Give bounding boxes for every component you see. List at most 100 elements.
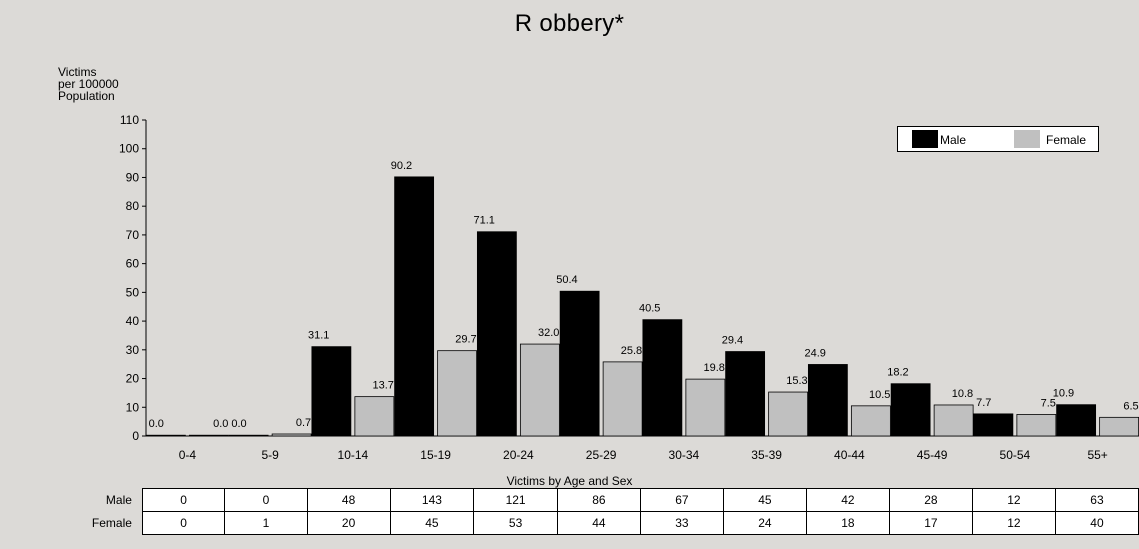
table-cell: 12 — [971, 511, 1056, 535]
data-label-male: 18.2 — [887, 367, 908, 379]
y-tick-label: 100 — [119, 142, 139, 156]
y-axis-label: Victims per 100000 Population — [58, 66, 178, 102]
table-row: Female 0 1 20 45 53 44 33 24 18 17 12 40 — [60, 511, 1139, 535]
table-cell: 53 — [473, 511, 558, 535]
data-label-male: 31.1 — [308, 330, 329, 342]
data-label-female: 7.5 — [1041, 397, 1056, 409]
bar-female — [933, 404, 974, 437]
y-tick-label: 30 — [126, 343, 140, 357]
y-tick-label: 90 — [126, 170, 140, 184]
table-cell: 42 — [805, 488, 890, 512]
bar-male — [890, 383, 931, 437]
bar-female — [271, 433, 312, 437]
y-tick-label: 60 — [126, 257, 140, 271]
bar-female — [1099, 416, 1139, 437]
data-label-female: 0.0 — [213, 418, 228, 430]
bar-female — [768, 391, 809, 437]
table-cell: 0 — [224, 488, 308, 512]
chart-title: R obbery* — [514, 10, 625, 37]
table-cell: 45 — [389, 511, 475, 535]
x-tick-label: 10-14 — [338, 448, 369, 462]
x-tick-label: 45-49 — [917, 448, 948, 462]
table-row-label: Male — [105, 493, 132, 507]
y-axis-label-line-3: Population — [58, 89, 115, 103]
data-label-female: 0.7 — [296, 417, 311, 429]
data-label-male: 0.0 — [231, 418, 246, 430]
table-row: Male 0 0 48 143 121 86 67 45 42 28 12 63 — [60, 488, 1139, 512]
x-tick-label: 15-19 — [420, 448, 451, 462]
table-cell: 28 — [888, 488, 973, 512]
table-cell: 67 — [639, 488, 724, 512]
data-label-male: 50.4 — [556, 274, 577, 286]
x-tick-label: 0-4 — [179, 448, 197, 462]
data-label-male: 0.0 — [149, 418, 164, 430]
data-table: Male 0 0 48 143 121 86 67 45 42 28 12 63 Female 0 1 20 45… — [60, 488, 1139, 535]
table-cell: 0 — [141, 488, 226, 512]
data-label-male: 10.9 — [1053, 388, 1074, 400]
data-label-female: 10.8 — [952, 388, 973, 400]
bar-female — [188, 434, 229, 437]
table-row-label: Female — [91, 516, 132, 530]
legend-label-female: Female — [1046, 133, 1087, 147]
bar-male — [394, 176, 435, 437]
data-label-female: 32.0 — [538, 327, 559, 339]
bar-male — [476, 231, 517, 437]
table-cell: 20 — [306, 511, 391, 535]
data-label-male: 90.2 — [391, 160, 412, 172]
table-cell: 121 — [473, 488, 558, 512]
y-axis-label-line-1: Victims — [58, 65, 97, 79]
data-label-female: 29.7 — [455, 334, 476, 346]
x-tick-label: 20-24 — [503, 448, 534, 462]
data-label-female: 6.5 — [1123, 400, 1138, 412]
bar-male — [311, 346, 352, 437]
table-cell: 24 — [722, 511, 807, 535]
data-label-female: 13.7 — [372, 380, 393, 392]
bar-male — [973, 413, 1014, 437]
data-label-female: 25.8 — [621, 345, 642, 357]
data-label-male: 40.5 — [639, 303, 660, 315]
table-cell: 12 — [971, 488, 1056, 512]
bar-male — [725, 351, 766, 437]
y-tick-label: 70 — [126, 228, 140, 242]
data-label-male: 24.9 — [804, 347, 825, 359]
y-tick-label: 10 — [126, 400, 140, 414]
x-tick-label: 40-44 — [834, 448, 865, 462]
x-tick-label: 50-54 — [1000, 448, 1031, 462]
table-cell: 0 — [141, 511, 226, 535]
table-cell: 63 — [1054, 488, 1139, 512]
x-tick-label: 35-39 — [751, 448, 782, 462]
legend-swatch-female — [1014, 130, 1040, 148]
bar-male — [807, 364, 848, 437]
table-cell: 44 — [556, 511, 641, 535]
bar-female — [354, 396, 395, 437]
table-cell: 48 — [306, 488, 391, 512]
bar-female — [519, 343, 560, 437]
data-label-female: 15.3 — [786, 375, 807, 387]
y-tick-label: 0 — [132, 429, 139, 443]
bar-female — [437, 350, 478, 437]
table-cell: 18 — [805, 511, 890, 535]
table-cell: 33 — [639, 511, 724, 535]
y-tick-label: 110 — [120, 113, 139, 127]
bar-female — [685, 378, 726, 437]
data-label-female: 19.8 — [703, 362, 724, 374]
y-tick-label: 50 — [126, 285, 140, 299]
legend-swatch-male — [912, 130, 938, 148]
bar-male — [559, 290, 600, 437]
chart-legend: Male Female — [897, 126, 1099, 152]
table-cell: 17 — [888, 511, 973, 535]
bar-male — [642, 319, 683, 437]
x-tick-label: 25-29 — [586, 448, 617, 462]
table-cell: 1 — [224, 511, 308, 535]
table-cell: 143 — [389, 488, 475, 512]
x-tick-label: 5-9 — [261, 448, 279, 462]
x-axis-label: Victims by Age and Sex — [506, 474, 633, 488]
y-tick-label: 80 — [126, 199, 140, 213]
y-tick-label: 40 — [126, 314, 140, 328]
data-label-female: 10.5 — [869, 389, 890, 401]
y-axis-label-line-2: per 100000 — [58, 77, 119, 91]
bar-male — [228, 434, 269, 437]
x-tick-label: 30-34 — [669, 448, 700, 462]
bar-female — [850, 405, 891, 437]
